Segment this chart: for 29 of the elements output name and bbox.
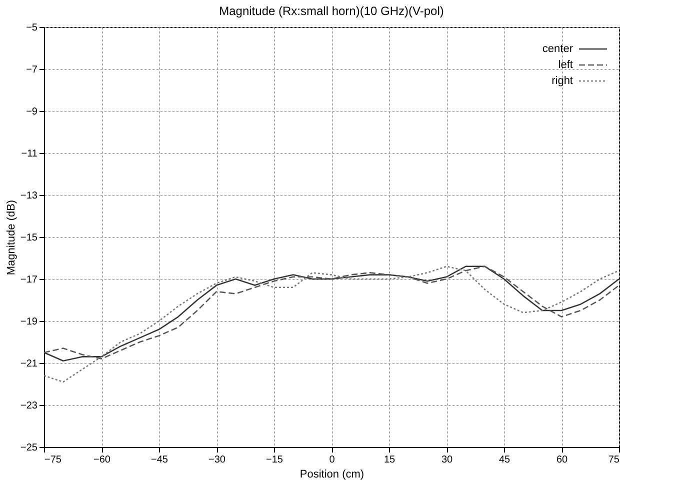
x-tick-label: −75 [44,454,62,466]
chart-title: Magnitude (Rx:small horn)(10 GHz)(V-pol) [219,4,444,18]
y-tick-label: −25 [20,442,38,454]
x-tick-label: 60 [556,454,568,466]
y-tick-label: −21 [20,358,38,370]
x-tick-label: −30 [208,454,226,466]
x-tick-label: 30 [441,454,453,466]
x-tick-label: 75 [608,454,620,466]
y-tick-label: −15 [20,232,38,244]
x-tick-label: 0 [329,454,336,466]
y-tick-label: −9 [26,106,38,118]
y-tick-label: −7 [26,64,38,76]
legend-label: center [542,43,574,55]
y-tick-label: −23 [20,400,38,412]
line-series [43,266,620,383]
x-tick-label: 45 [498,454,510,466]
legend-label: right [552,75,573,87]
x-axis-title: Position (cm) [300,468,364,480]
y-tick-label: −13 [20,190,38,202]
x-tick-label: −60 [94,454,111,466]
y-axis-title: Magnitude (dB) [6,200,18,276]
y-tick-label: −17 [20,274,38,286]
y-tick-label: −19 [20,316,38,328]
x-tick-label: 15 [384,454,396,466]
x-tick-label: −15 [266,454,284,466]
legend-label: left [558,59,573,71]
y-tick-label: −11 [21,148,38,160]
x-tick-label: −45 [151,454,168,466]
y-tick-label: −5 [26,22,38,34]
